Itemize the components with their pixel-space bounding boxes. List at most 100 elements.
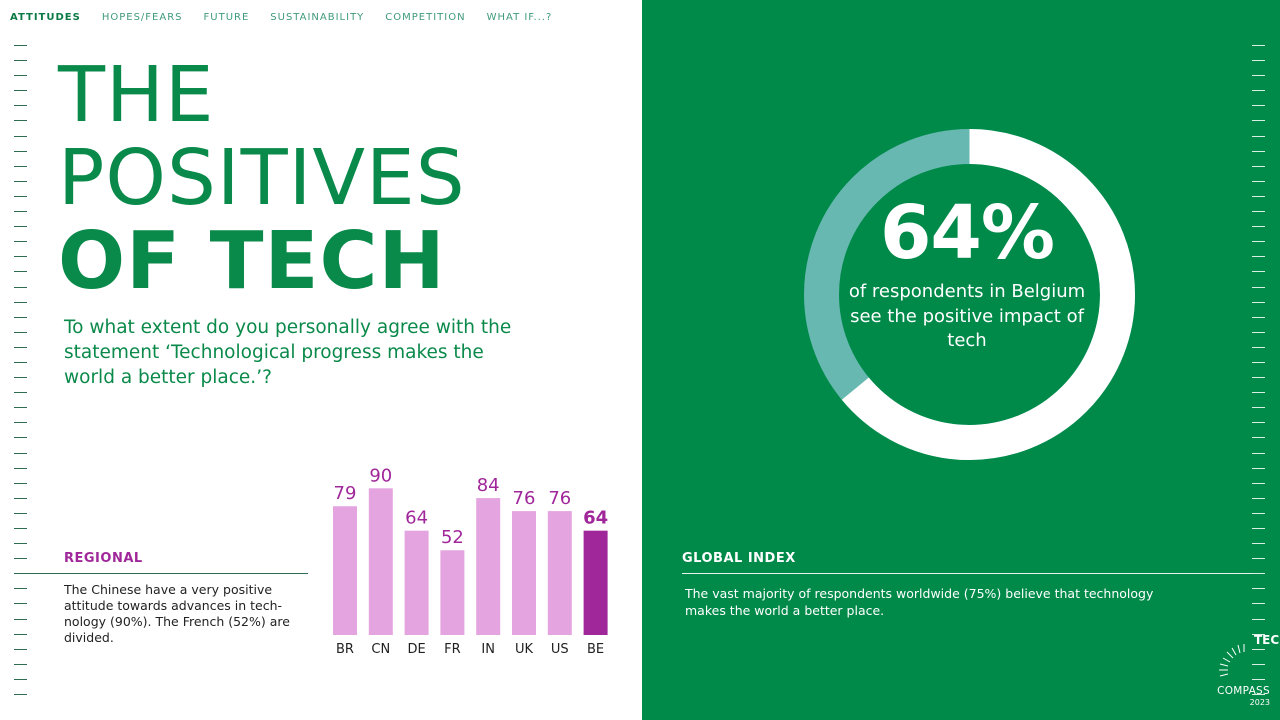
tick-label-uk: UK bbox=[515, 642, 534, 657]
top-nav: ATTITUDES HOPES/FEARS FUTURE SUSTAINABIL… bbox=[10, 12, 573, 23]
tick-mark bbox=[14, 135, 27, 137]
tick-mark bbox=[1252, 271, 1265, 273]
tick-mark bbox=[1252, 180, 1265, 182]
tick-mark bbox=[14, 437, 27, 439]
tick-mark bbox=[14, 588, 27, 590]
tick-mark bbox=[1252, 226, 1265, 228]
tick-mark bbox=[14, 286, 27, 288]
tick-mark bbox=[1252, 286, 1265, 288]
compass-rays-icon bbox=[1219, 644, 1245, 677]
tick-mark bbox=[1252, 346, 1265, 348]
tick-mark bbox=[14, 301, 27, 303]
data-label-br: 79 bbox=[334, 483, 357, 504]
tick-mark bbox=[14, 497, 27, 499]
tick-mark bbox=[14, 150, 27, 152]
tick-mark bbox=[14, 648, 27, 650]
regional-heading: REGIONAL bbox=[64, 551, 143, 566]
tick-mark bbox=[14, 558, 27, 560]
nav-tab-hopes-fears[interactable]: HOPES/FEARS bbox=[101, 12, 183, 23]
tick-mark bbox=[1252, 105, 1265, 107]
tick-mark bbox=[14, 467, 27, 469]
survey-question: To what extent do you personally agree w… bbox=[64, 317, 512, 388]
tick-mark bbox=[1252, 528, 1265, 529]
nav-tab-future[interactable]: FUTURE bbox=[203, 12, 250, 23]
bar-br bbox=[333, 506, 357, 635]
tick-mark bbox=[1252, 331, 1265, 333]
bar-be bbox=[583, 530, 608, 635]
tick-mark bbox=[14, 241, 27, 243]
tick-mark bbox=[1252, 316, 1265, 318]
global-index-text: The vast majority of respondents worldwi… bbox=[685, 586, 1154, 618]
tick-mark bbox=[14, 75, 27, 77]
tick-mark bbox=[1252, 195, 1265, 197]
tick-mark bbox=[1252, 120, 1265, 122]
logo-compass-text: COMPASS bbox=[1217, 685, 1270, 697]
tick-label-in: IN bbox=[481, 642, 495, 657]
tick-mark bbox=[14, 482, 27, 484]
tick-mark bbox=[1252, 573, 1265, 575]
tick-mark bbox=[1252, 633, 1265, 635]
nav-tab-what-if[interactable]: WHAT IF...? bbox=[486, 12, 553, 23]
tick-mark bbox=[14, 60, 27, 62]
tick-mark bbox=[1252, 678, 1265, 680]
tick-mark bbox=[14, 422, 27, 424]
data-label-fr: 52 bbox=[441, 527, 464, 548]
nav-tab-sustainability[interactable]: SUSTAINABILITY bbox=[270, 12, 365, 23]
tick-mark bbox=[1252, 437, 1265, 439]
bar-us bbox=[547, 511, 572, 635]
tick-mark bbox=[1252, 392, 1265, 394]
country-bar-chart: 79 BR 90 CN 64 DE 52 FR 84 IN 76 UK 76 US 64 BE bbox=[333, 465, 608, 657]
tick-mark bbox=[14, 512, 27, 514]
data-label-cn: 90 bbox=[369, 465, 392, 486]
tick-mark bbox=[14, 663, 27, 665]
data-label-in: 84 bbox=[477, 475, 500, 496]
bar-fr bbox=[440, 550, 465, 635]
tick-mark bbox=[14, 392, 27, 394]
tick-mark bbox=[14, 180, 27, 182]
tick-mark bbox=[14, 45, 27, 46]
page-title-line-1: THE bbox=[58, 51, 215, 140]
tick-mark bbox=[14, 407, 27, 409]
tick-mark bbox=[1252, 497, 1265, 499]
tick-mark bbox=[14, 603, 27, 605]
tick-mark bbox=[1252, 603, 1265, 605]
tick-mark bbox=[14, 195, 27, 197]
nav-tab-competition[interactable]: COMPETITION bbox=[385, 12, 466, 23]
data-label-us: 76 bbox=[548, 488, 571, 509]
tick-mark bbox=[1252, 256, 1265, 258]
tick-mark bbox=[1252, 60, 1265, 62]
donut-filled-segment bbox=[804, 129, 1135, 460]
donut-caption: of respondents in Belgium see the positi… bbox=[848, 281, 1086, 351]
tick-mark bbox=[14, 271, 27, 273]
data-label-uk: 76 bbox=[513, 488, 536, 509]
tick-mark bbox=[1252, 543, 1265, 545]
tick-mark bbox=[14, 331, 27, 333]
tick-mark bbox=[1252, 75, 1265, 77]
tick-mark bbox=[14, 211, 27, 213]
tick-mark bbox=[1252, 512, 1265, 514]
global-divider bbox=[682, 573, 1252, 574]
regional-text: The Chinese have a very positive attitud… bbox=[64, 582, 290, 645]
tick-mark bbox=[1252, 150, 1265, 152]
tick-mark bbox=[1252, 588, 1265, 590]
tick-mark bbox=[1252, 422, 1265, 424]
tick-mark bbox=[1252, 648, 1265, 650]
regional-divider bbox=[14, 573, 308, 574]
right-tick-rail bbox=[1252, 45, 1265, 709]
tick-mark bbox=[1252, 663, 1265, 665]
nav-tab-attitudes[interactable]: ATTITUDES bbox=[10, 12, 81, 23]
bar-de bbox=[404, 530, 429, 635]
tick-mark bbox=[14, 226, 27, 228]
tick-mark bbox=[14, 256, 27, 258]
tick-mark bbox=[1252, 467, 1265, 469]
data-label-de: 64 bbox=[405, 508, 428, 529]
tick-mark bbox=[1252, 377, 1265, 379]
left-panel: ATTITUDES HOPES/FEARS FUTURE SUSTAINABIL… bbox=[10, 12, 609, 696]
tick-label-cn: CN bbox=[371, 642, 390, 657]
tech-compass-logo: TECH COMPASS 2023 bbox=[1202, 630, 1280, 712]
tick-mark bbox=[14, 377, 27, 379]
tick-mark bbox=[14, 316, 27, 318]
logo-tech-text: TECH bbox=[1254, 633, 1280, 647]
tick-mark bbox=[1252, 165, 1265, 167]
tick-mark bbox=[1252, 301, 1265, 303]
